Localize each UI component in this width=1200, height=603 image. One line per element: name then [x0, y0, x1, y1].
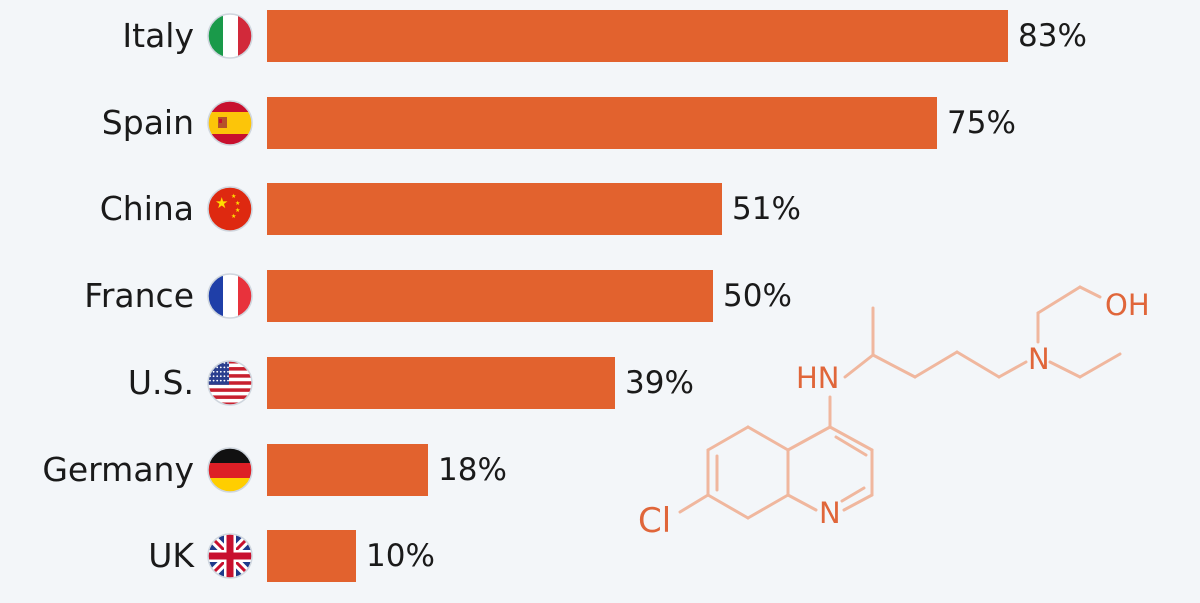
svg-text:★: ★	[231, 193, 236, 200]
bar-row: China ★ ★ ★ ★ ★ 51%	[0, 183, 1200, 235]
category-label: France	[84, 276, 194, 315]
oh-label: OH	[1105, 288, 1150, 322]
value-label: 75%	[947, 105, 1016, 141]
france-flag-icon	[207, 273, 253, 319]
value-label: 83%	[1018, 18, 1087, 54]
value-label: 18%	[438, 452, 507, 488]
category-label: U.S.	[127, 363, 194, 402]
category-label: China	[99, 189, 194, 228]
svg-text:★: ★	[235, 200, 240, 207]
uk-flag-icon	[207, 533, 253, 579]
bar-row: U.S. 39%	[0, 357, 1200, 409]
bar	[267, 10, 1008, 62]
chlorine-label: Cl	[638, 501, 671, 541]
spain-flag-icon	[207, 100, 253, 146]
value-label: 10%	[366, 538, 435, 574]
bar-row: Germany 18%	[0, 444, 1200, 496]
italy-flag-icon	[207, 13, 253, 59]
bar-row: UK 10%	[0, 530, 1200, 582]
bar	[267, 270, 713, 322]
hn-label: HN	[796, 361, 840, 395]
category-label: Spain	[101, 103, 194, 142]
bar	[267, 444, 428, 496]
bar-row: France 50%	[0, 270, 1200, 322]
value-label: 39%	[625, 365, 694, 401]
category-label: Italy	[122, 16, 194, 55]
bar	[267, 530, 356, 582]
bar	[267, 357, 615, 409]
category-label: UK	[148, 536, 194, 575]
bar	[267, 97, 937, 149]
molecule-illustration: HN OH N N Cl	[638, 285, 1150, 541]
svg-text:★: ★	[231, 213, 236, 220]
value-label: 51%	[732, 191, 801, 227]
bar-row: Italy 83%	[0, 10, 1200, 62]
bar	[267, 183, 722, 235]
ring-n-label: N	[819, 496, 841, 530]
amine-n-label: N	[1028, 342, 1050, 376]
svg-text:★: ★	[215, 194, 228, 212]
germany-flag-icon	[207, 447, 253, 493]
value-label: 50%	[723, 278, 792, 314]
us-flag-icon	[207, 360, 253, 406]
bar-row: Spain 75%	[0, 97, 1200, 149]
svg-text:★: ★	[235, 207, 240, 214]
china-flag-icon: ★ ★ ★ ★ ★	[207, 186, 253, 232]
category-label: Germany	[42, 450, 194, 489]
